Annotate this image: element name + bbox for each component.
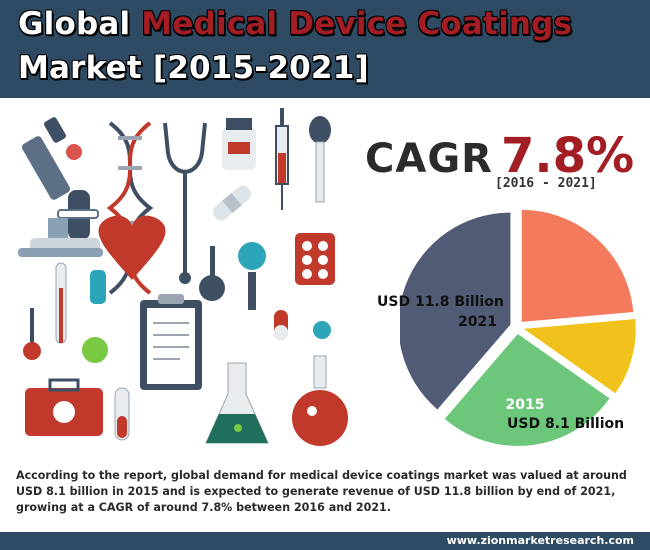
pie-slice-1 [444, 333, 610, 446]
medical-illustration [18, 108, 348, 446]
stethoscope-icon [163, 122, 207, 278]
capsule-icon [274, 310, 288, 340]
pie-slice-3 [521, 209, 634, 322]
bandage-icon [212, 185, 252, 221]
cagr-value: 7.8% [500, 128, 635, 184]
reflex-hammer-icon [23, 308, 41, 360]
footer-url: www.zionmarketresearch.com [446, 534, 634, 547]
pie-slice-2 [523, 319, 636, 394]
label-year-2015: 2015 [505, 397, 545, 413]
thermometer-icon [55, 262, 67, 344]
market-pie-chart [400, 209, 636, 446]
header-banner: Global Medical Device Coatings Market [2… [0, 0, 650, 98]
cagr-label: CAGR [365, 136, 493, 182]
apple-icon [82, 337, 108, 363]
pill-pack-icon [295, 233, 335, 285]
report-description: According to the report, global demand f… [16, 469, 627, 514]
first-aid-kit-icon [25, 378, 103, 436]
test-tube-icon [114, 387, 130, 441]
title-accent: Medical Device Coatings [141, 6, 573, 42]
heart-icon [98, 215, 166, 280]
inhaler-icon [90, 270, 106, 304]
footer-bar: www.zionmarketresearch.com [0, 532, 650, 550]
medicine-bottle-icon [222, 118, 256, 170]
cagr-block: CAGR 7.8% [365, 128, 634, 184]
label-value-2015: USD 8.1 Billion [507, 416, 625, 432]
cagr-period: [2016 - 2021] [495, 176, 597, 191]
pie-slice-0 [400, 212, 511, 410]
title-plain: Global [18, 6, 142, 42]
label-value-2021: USD 11.8 Billion [377, 294, 504, 310]
pill-icon [313, 321, 331, 339]
round-flask-icon [292, 355, 348, 446]
bulb-syringe-icon [199, 246, 225, 301]
clipboard-icon [140, 294, 202, 390]
page-title-line-2: Market [2015-2021] [18, 50, 369, 86]
flask-icon [205, 362, 269, 444]
magnifier-icon [238, 242, 266, 310]
dropper-icon [309, 116, 331, 203]
syringe-icon [275, 108, 289, 210]
page-title-line-1: Global Medical Device Coatings [18, 6, 572, 42]
label-year-2021: 2021 [458, 314, 497, 330]
microscope-icon [18, 117, 103, 257]
